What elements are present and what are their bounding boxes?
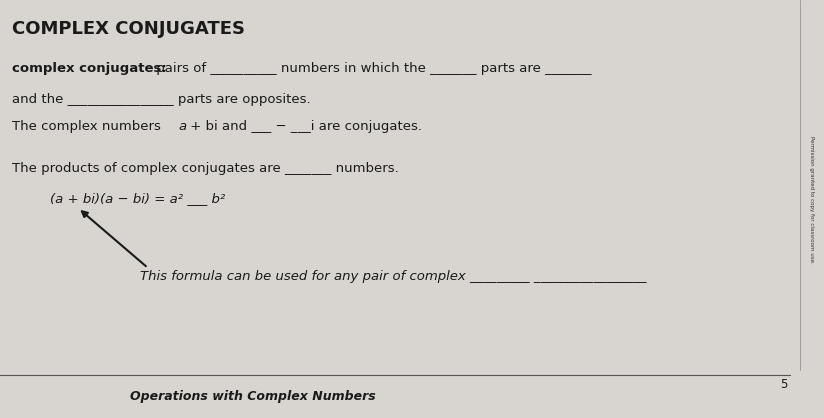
Text: COMPLEX CONJUGATES: COMPLEX CONJUGATES — [12, 20, 245, 38]
Text: complex conjugates:: complex conjugates: — [12, 62, 166, 75]
Text: The complex numbers: The complex numbers — [12, 120, 165, 133]
Text: pairs of __________ numbers in which the _______ parts are _______: pairs of __________ numbers in which the… — [152, 62, 592, 75]
Text: Operations with Complex Numbers: Operations with Complex Numbers — [130, 390, 376, 403]
Text: and the ________________ parts are opposites.: and the ________________ parts are oppos… — [12, 93, 311, 106]
Text: This formula can be used for any pair of complex _________ _________________: This formula can be used for any pair of… — [140, 270, 647, 283]
Text: Permission granted to copy for classroom use.: Permission granted to copy for classroom… — [809, 136, 814, 264]
Text: The products of complex conjugates are _______ numbers.: The products of complex conjugates are _… — [12, 162, 399, 175]
Text: 5: 5 — [780, 378, 788, 391]
Text: + bi and ___ − ___i are conjugates.: + bi and ___ − ___i are conjugates. — [186, 120, 422, 133]
Text: (a + bi)(a − bi) = a² ___ b²: (a + bi)(a − bi) = a² ___ b² — [50, 192, 225, 205]
Text: a: a — [178, 120, 186, 133]
